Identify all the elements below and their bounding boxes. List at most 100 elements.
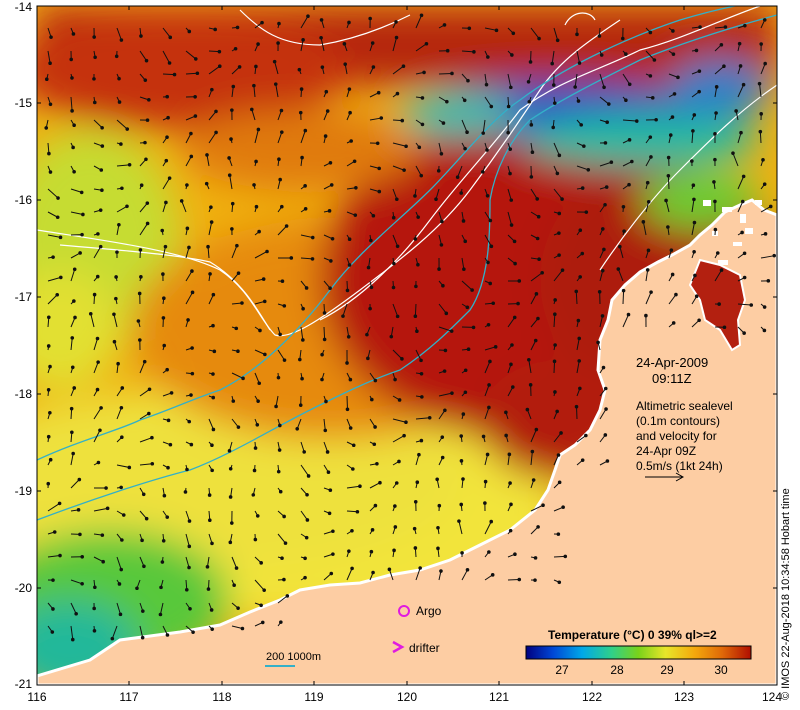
velocity-arrow-head: [162, 493, 167, 498]
velocity-arrow: [70, 337, 73, 351]
velocity-arrow-head: [508, 147, 513, 151]
velocity-arrow-head: [768, 204, 773, 209]
velocity-arrow-head: [214, 109, 218, 114]
velocity-arrow: [277, 533, 286, 544]
velocity-arrow-head: [166, 115, 170, 120]
velocity-arrow-head: [115, 250, 119, 254]
velocity-arrow-head: [187, 519, 192, 523]
velocity-arrow-head: [190, 371, 195, 376]
velocity-arrow-head: [206, 244, 210, 249]
velocity-arrow-head: [472, 50, 476, 54]
velocity-arrow-head: [100, 533, 105, 537]
velocity-arrow-head: [96, 360, 100, 364]
velocity-arrow-head: [757, 81, 762, 86]
velocity-arrow: [457, 165, 463, 178]
velocity-arrow-head: [160, 560, 165, 564]
velocity-arrow-head: [141, 609, 145, 613]
velocity-arrow-head: [212, 349, 217, 354]
velocity-arrow: [47, 211, 58, 218]
velocity-arrow-head: [230, 201, 235, 206]
velocity-arrow-head: [277, 448, 282, 452]
velocity-arrow: [619, 246, 624, 259]
velocity-arrow-head: [351, 443, 356, 448]
velocity-arrow-head: [227, 173, 232, 178]
velocity-arrow-head: [393, 525, 398, 529]
velocity-arrow-head: [557, 231, 561, 235]
velocity-arrow: [388, 569, 394, 581]
velocity-arrow-head: [397, 459, 401, 464]
velocity-arrow-head: [44, 77, 49, 82]
velocity-arrow-head: [325, 450, 330, 454]
velocity-arrow-head: [209, 205, 213, 210]
velocity-arrow-head: [412, 526, 417, 531]
velocity-arrow: [507, 211, 513, 226]
velocity-arrow-head: [671, 321, 676, 325]
velocity-arrow-head: [535, 236, 540, 241]
velocity-arrow: [392, 142, 407, 147]
velocity-arrow-head: [278, 332, 282, 337]
velocity-arrow-head: [189, 131, 193, 136]
velocity-arrow-head: [395, 314, 400, 319]
velocity-arrow-head: [507, 452, 512, 457]
velocity-arrow-head: [607, 102, 611, 106]
velocity-arrow-head: [210, 541, 214, 546]
velocity-arrow: [346, 485, 361, 489]
velocity-arrow-head: [370, 528, 375, 532]
velocity-arrow-head: [419, 371, 424, 376]
velocity-arrow-head: [347, 20, 351, 25]
velocity-arrow-head: [240, 626, 245, 631]
velocity-arrow-head: [424, 41, 429, 46]
velocity-arrow-head: [697, 69, 702, 73]
velocity-arrow-head: [165, 135, 169, 140]
velocity-arrow: [760, 255, 775, 259]
velocity-arrow-head: [556, 532, 561, 536]
velocity-arrow-head: [484, 82, 489, 87]
velocity-arrow: [254, 251, 268, 259]
velocity-arrow: [93, 407, 102, 420]
velocity-arrow-head: [510, 343, 514, 347]
velocity-arrow-head: [145, 221, 150, 226]
velocity-arrow-head: [51, 255, 55, 259]
velocity-arrow-head: [46, 434, 51, 439]
velocity-arrow-head: [112, 339, 117, 344]
velocity-arrow-head: [235, 25, 240, 30]
velocity-arrow-head: [189, 442, 194, 447]
y-tick-label: -19: [14, 484, 32, 498]
velocity-arrow: [415, 417, 430, 420]
velocity-arrow-head: [58, 235, 63, 240]
velocity-arrow-head: [211, 323, 215, 328]
velocity-arrow: [47, 502, 60, 512]
velocity-arrow-head: [441, 283, 445, 288]
velocity-arrow-head: [559, 431, 563, 435]
velocity-arrow-head: [694, 294, 699, 299]
velocity-arrow-head: [450, 71, 454, 76]
velocity-arrow-head: [694, 48, 699, 53]
velocity-arrow-head: [766, 279, 771, 283]
velocity-arrow-head: [70, 365, 75, 370]
velocity-arrow-head: [139, 275, 143, 279]
velocity-arrow: [162, 73, 175, 76]
velocity-arrow-head: [648, 30, 653, 35]
velocity-arrow-head: [183, 490, 188, 494]
velocity-arrow-head: [440, 435, 445, 439]
velocity-arrow-head: [481, 434, 486, 439]
velocity-arrow-head: [78, 251, 82, 255]
velocity-arrow-head: [184, 587, 189, 592]
velocity-arrow: [760, 63, 766, 75]
velocity-arrow-head: [459, 434, 464, 438]
velocity-arrow-head: [259, 561, 263, 565]
velocity-arrow-head: [92, 606, 96, 611]
velocity-arrow-head: [187, 245, 191, 250]
velocity-arrow-head: [303, 556, 307, 561]
velocity-arrow-head: [437, 503, 442, 508]
velocity-arrow: [70, 579, 83, 585]
velocity-arrow-head: [127, 465, 132, 470]
velocity-arrow-head: [509, 223, 514, 227]
velocity-arrow-head: [230, 227, 234, 231]
velocity-arrow-head: [210, 443, 214, 448]
velocity-arrow-head: [486, 260, 490, 265]
velocity-arrow: [185, 50, 197, 60]
velocity-arrow-head: [165, 367, 169, 372]
velocity-arrow-head: [672, 92, 677, 96]
velocity-arrow-head: [489, 104, 494, 109]
